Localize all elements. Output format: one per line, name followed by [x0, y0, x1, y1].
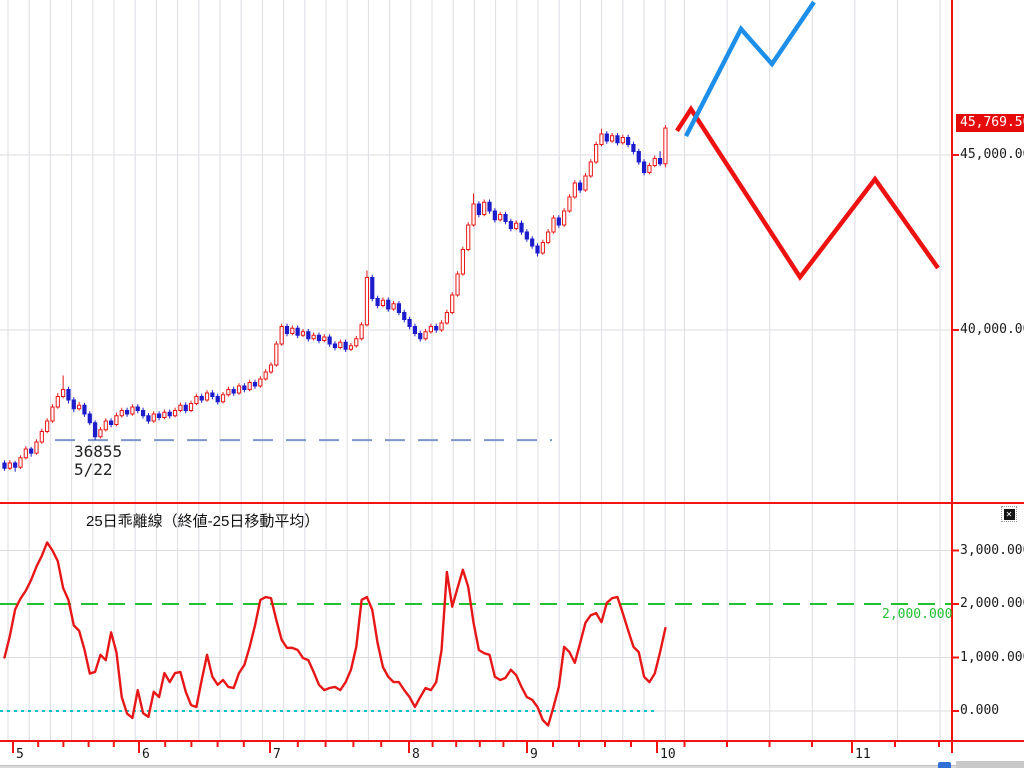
forecast-up-line	[683, 0, 816, 138]
support-annotation-value: 36855	[74, 442, 123, 461]
price-axis-label: 45,000.00	[960, 147, 1024, 162]
forecast-lines[interactable]	[675, 0, 940, 282]
support-annotation-date: 5/22	[74, 460, 113, 479]
candlesticks	[2, 125, 668, 472]
last-price-flag: 45,769.50	[956, 114, 1024, 132]
forecast-down-line	[675, 105, 940, 282]
indicator-panel-title: 25日乖離線（終値-25日移動平均）	[86, 513, 320, 530]
month-label: 6	[142, 747, 150, 762]
deviation-axis-label: 3,000.000	[960, 542, 1024, 558]
month-label: 8	[412, 747, 420, 762]
deviation-line	[3, 541, 667, 727]
deviation-axis-label: 1,000.000	[960, 649, 1024, 665]
month-label: 7	[273, 747, 281, 762]
month-label: 11	[855, 747, 871, 762]
window-bottom-edge	[0, 765, 1024, 768]
deviation-axis-label: 2,000.000	[960, 596, 1024, 611]
reference-lines	[0, 439, 952, 712]
taskbar-icon[interactable]	[938, 762, 951, 768]
gridlines	[0, 0, 952, 741]
close-icon: ✕	[1003, 508, 1015, 520]
month-label: 5	[16, 747, 24, 762]
month-label: 10	[660, 747, 676, 762]
indicator-close-button[interactable]: ✕	[1001, 506, 1017, 522]
month-label: 9	[530, 747, 538, 762]
price-axis-label: 40,000.00	[960, 322, 1024, 337]
green-reference-label: 2,000.000	[882, 607, 953, 622]
statusbar-corner	[956, 761, 1024, 768]
deviation-axis-label: 0.000	[960, 703, 1000, 718]
